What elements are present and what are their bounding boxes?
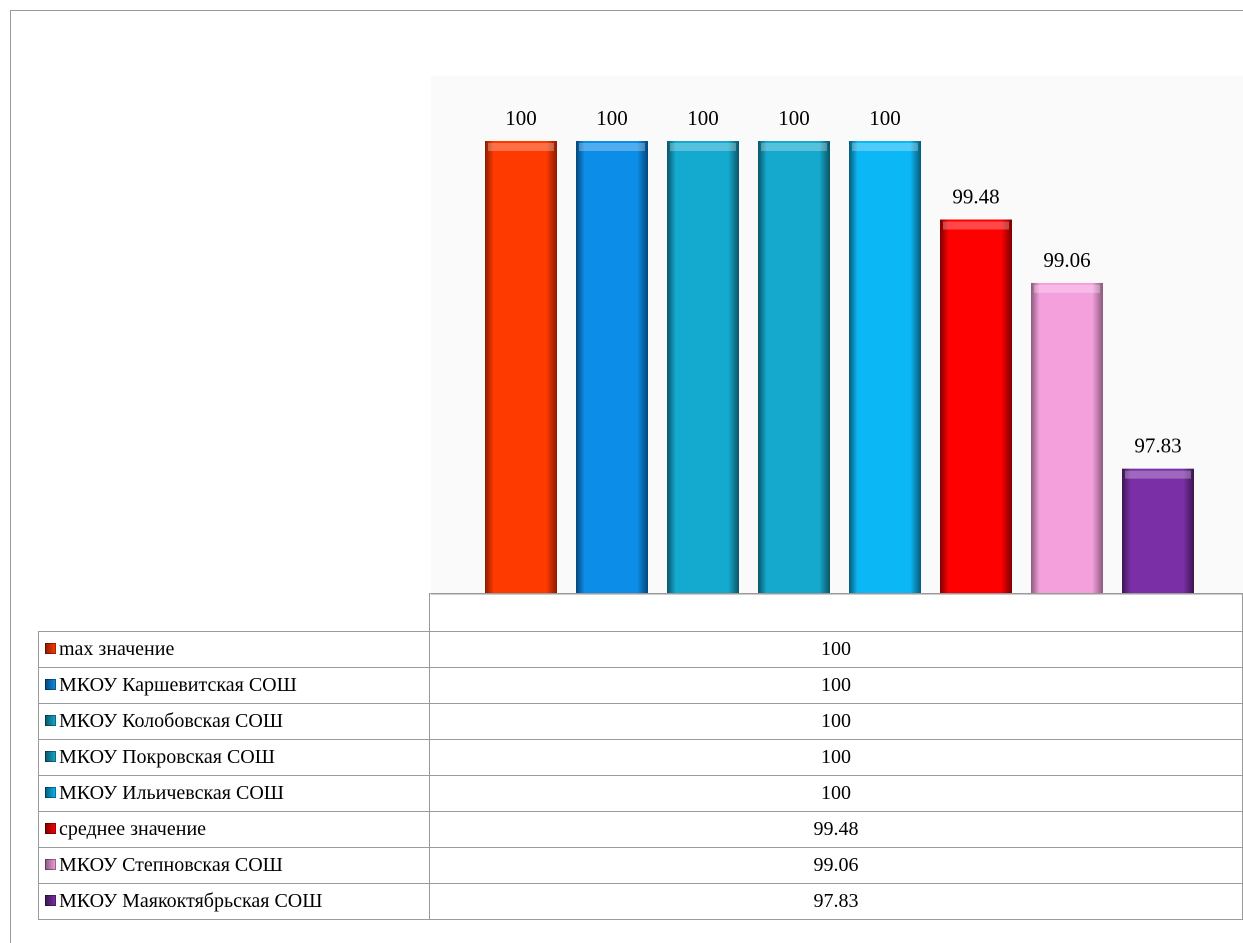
- bar-6: [940, 219, 1012, 594]
- chart-frame: [10, 10, 1243, 943]
- bar-3-bevel: [670, 143, 736, 151]
- data-label-3: 100: [687, 106, 719, 130]
- legend-name-cell: МКОУ Ильичевская СОШ: [38, 775, 430, 812]
- legend-name-cell: МКОУ Колобовская СОШ: [38, 703, 430, 740]
- table-value-cell: 100: [429, 667, 1243, 704]
- bar-4-bevel: [761, 143, 827, 151]
- legend-name-cell: среднее значение: [38, 811, 430, 848]
- legend-name-cell: МКОУ Покровская СОШ: [38, 739, 430, 776]
- legend-name: МКОУ Степновская СОШ: [59, 854, 283, 876]
- legend-swatch: [45, 751, 56, 762]
- legend-name: МКОУ Каршевитская СОШ: [59, 674, 297, 696]
- legend-swatch: [45, 859, 56, 870]
- table-row: МКОУ Ильичевская СОШ 100: [38, 775, 1243, 812]
- legend-swatch: [45, 895, 56, 906]
- data-table: max значение 100 МКОУ Каршевитская СОШ 100 М…: [38, 593, 1243, 920]
- table-value-cell: 97.83: [429, 883, 1243, 920]
- data-label-4: 100: [778, 106, 810, 130]
- legend-name-cell: МКОУ Маякоктябрьская СОШ: [38, 883, 430, 920]
- bar-8-bevel: [1125, 470, 1191, 479]
- table-row: среднее значение 99.48: [38, 811, 1243, 848]
- table-row: max значение 100: [38, 631, 1243, 668]
- legend-name: МКОУ Маякоктябрьская СОШ: [59, 890, 323, 912]
- table-row: МКОУ Степновская СОШ 99.06: [38, 847, 1243, 884]
- bar-7-bevel: [1034, 284, 1100, 293]
- bar-3: [667, 141, 739, 594]
- legend-name-cell: МКОУ Степновская СОШ: [38, 847, 430, 884]
- table-value-cell: 100: [429, 631, 1243, 668]
- table-empty-cell: [38, 593, 430, 632]
- table-row: МКОУ Маякоктябрьская СОШ 97.83: [38, 883, 1243, 920]
- table-value-cell: 99.48: [429, 811, 1243, 848]
- legend-name-cell: МКОУ Каршевитская СОШ: [38, 667, 430, 704]
- table-value-cell: 100: [429, 739, 1243, 776]
- data-label-2: 100: [596, 106, 628, 130]
- bar-8: [1122, 468, 1194, 594]
- legend-swatch: [45, 823, 56, 834]
- bar-1: [485, 141, 557, 594]
- data-label-8: 97.83: [1134, 434, 1181, 458]
- legend-swatch: [45, 715, 56, 726]
- legend-swatch: [45, 679, 56, 690]
- bar-7: [1031, 282, 1103, 594]
- bar-1-bevel: [488, 143, 554, 151]
- data-label-7: 99.06: [1043, 248, 1090, 272]
- table-row: МКОУ Каршевитская СОШ 100: [38, 667, 1243, 704]
- legend-name: МКОУ Ильичевская СОШ: [59, 782, 284, 804]
- plot-area: [431, 76, 1243, 594]
- legend-name-cell: max значение: [38, 631, 430, 668]
- table-value-cell: 99.06: [429, 847, 1243, 884]
- legend-name: max значение: [59, 638, 175, 660]
- table-category-cell: [429, 593, 1243, 632]
- table-value-cell: 100: [429, 703, 1243, 740]
- legend-swatch: [45, 643, 56, 654]
- legend-name: среднее значение: [59, 818, 207, 840]
- bar-6-bevel: [943, 221, 1009, 230]
- table-row: МКОУ Колобовская СОШ 100: [38, 703, 1243, 740]
- table-value-cell: 100: [429, 775, 1243, 812]
- bar-5: [849, 141, 921, 594]
- bar-5-bevel: [852, 143, 918, 151]
- table-header-row: [38, 593, 1243, 632]
- bar-2-bevel: [579, 143, 645, 151]
- table-row: МКОУ Покровская СОШ 100: [38, 739, 1243, 776]
- data-label-5: 100: [869, 106, 901, 130]
- legend-name: МКОУ Покровская СОШ: [59, 746, 275, 768]
- bar-4: [758, 141, 830, 594]
- data-label-6: 99.48: [952, 185, 999, 209]
- data-label-1: 100: [505, 106, 537, 130]
- legend-name: МКОУ Колобовская СОШ: [59, 710, 283, 732]
- legend-swatch: [45, 787, 56, 798]
- bar-2: [576, 141, 648, 594]
